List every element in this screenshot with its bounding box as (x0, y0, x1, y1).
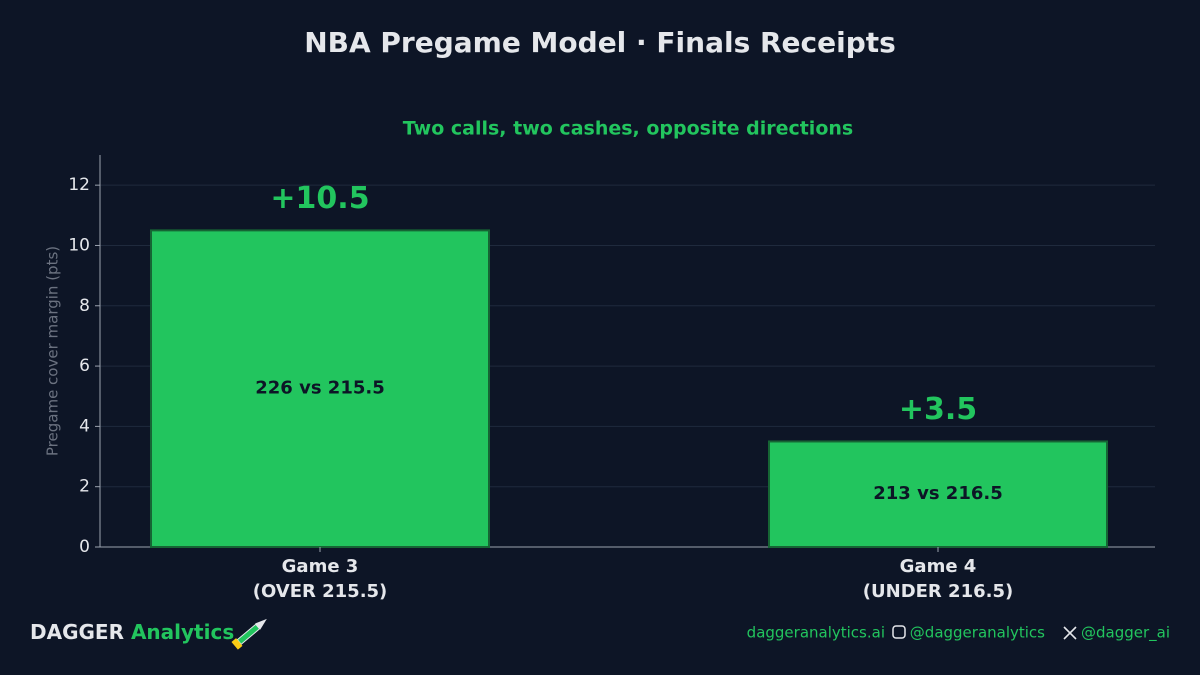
y-tick-label: 6 (79, 356, 90, 376)
x-tick-label: Game 3 (OVER 215.5) (253, 556, 388, 602)
y-tick-label: 12 (68, 175, 90, 195)
footer-link: daggeranalytics.ai (747, 624, 885, 642)
y-axis-label: Pregame cover margin (pts) (44, 246, 62, 456)
footer-link: @daggeranalytics (910, 624, 1045, 642)
y-tick-label: 2 (79, 477, 90, 497)
brand: DAGGER Analytics (30, 620, 234, 644)
y-tick-label: 8 (79, 296, 90, 316)
y-tick-label: 0 (79, 537, 90, 557)
bar (768, 440, 1108, 549)
x-icon (1063, 626, 1077, 640)
y-tick-label: 4 (79, 416, 90, 436)
value-label: +3.5 (899, 392, 977, 427)
x-tick-label: Game 4 (UNDER 216.5) (863, 556, 1013, 602)
footer-link: @dagger_ai (1081, 624, 1170, 643)
chart-title: NBA Pregame Model · Finals Receipts (304, 26, 896, 59)
bar-annotation: 226 vs 215.5 (255, 378, 385, 399)
value-label: +10.5 (270, 181, 369, 216)
brand-icon (231, 618, 267, 650)
bar (150, 229, 490, 548)
bar-annotation: 213 vs 216.5 (873, 483, 1003, 504)
chart-subtitle: Two calls, two cashes, opposite directio… (403, 118, 853, 140)
y-tick-label: 10 (68, 235, 90, 255)
instagram-icon (892, 625, 906, 639)
